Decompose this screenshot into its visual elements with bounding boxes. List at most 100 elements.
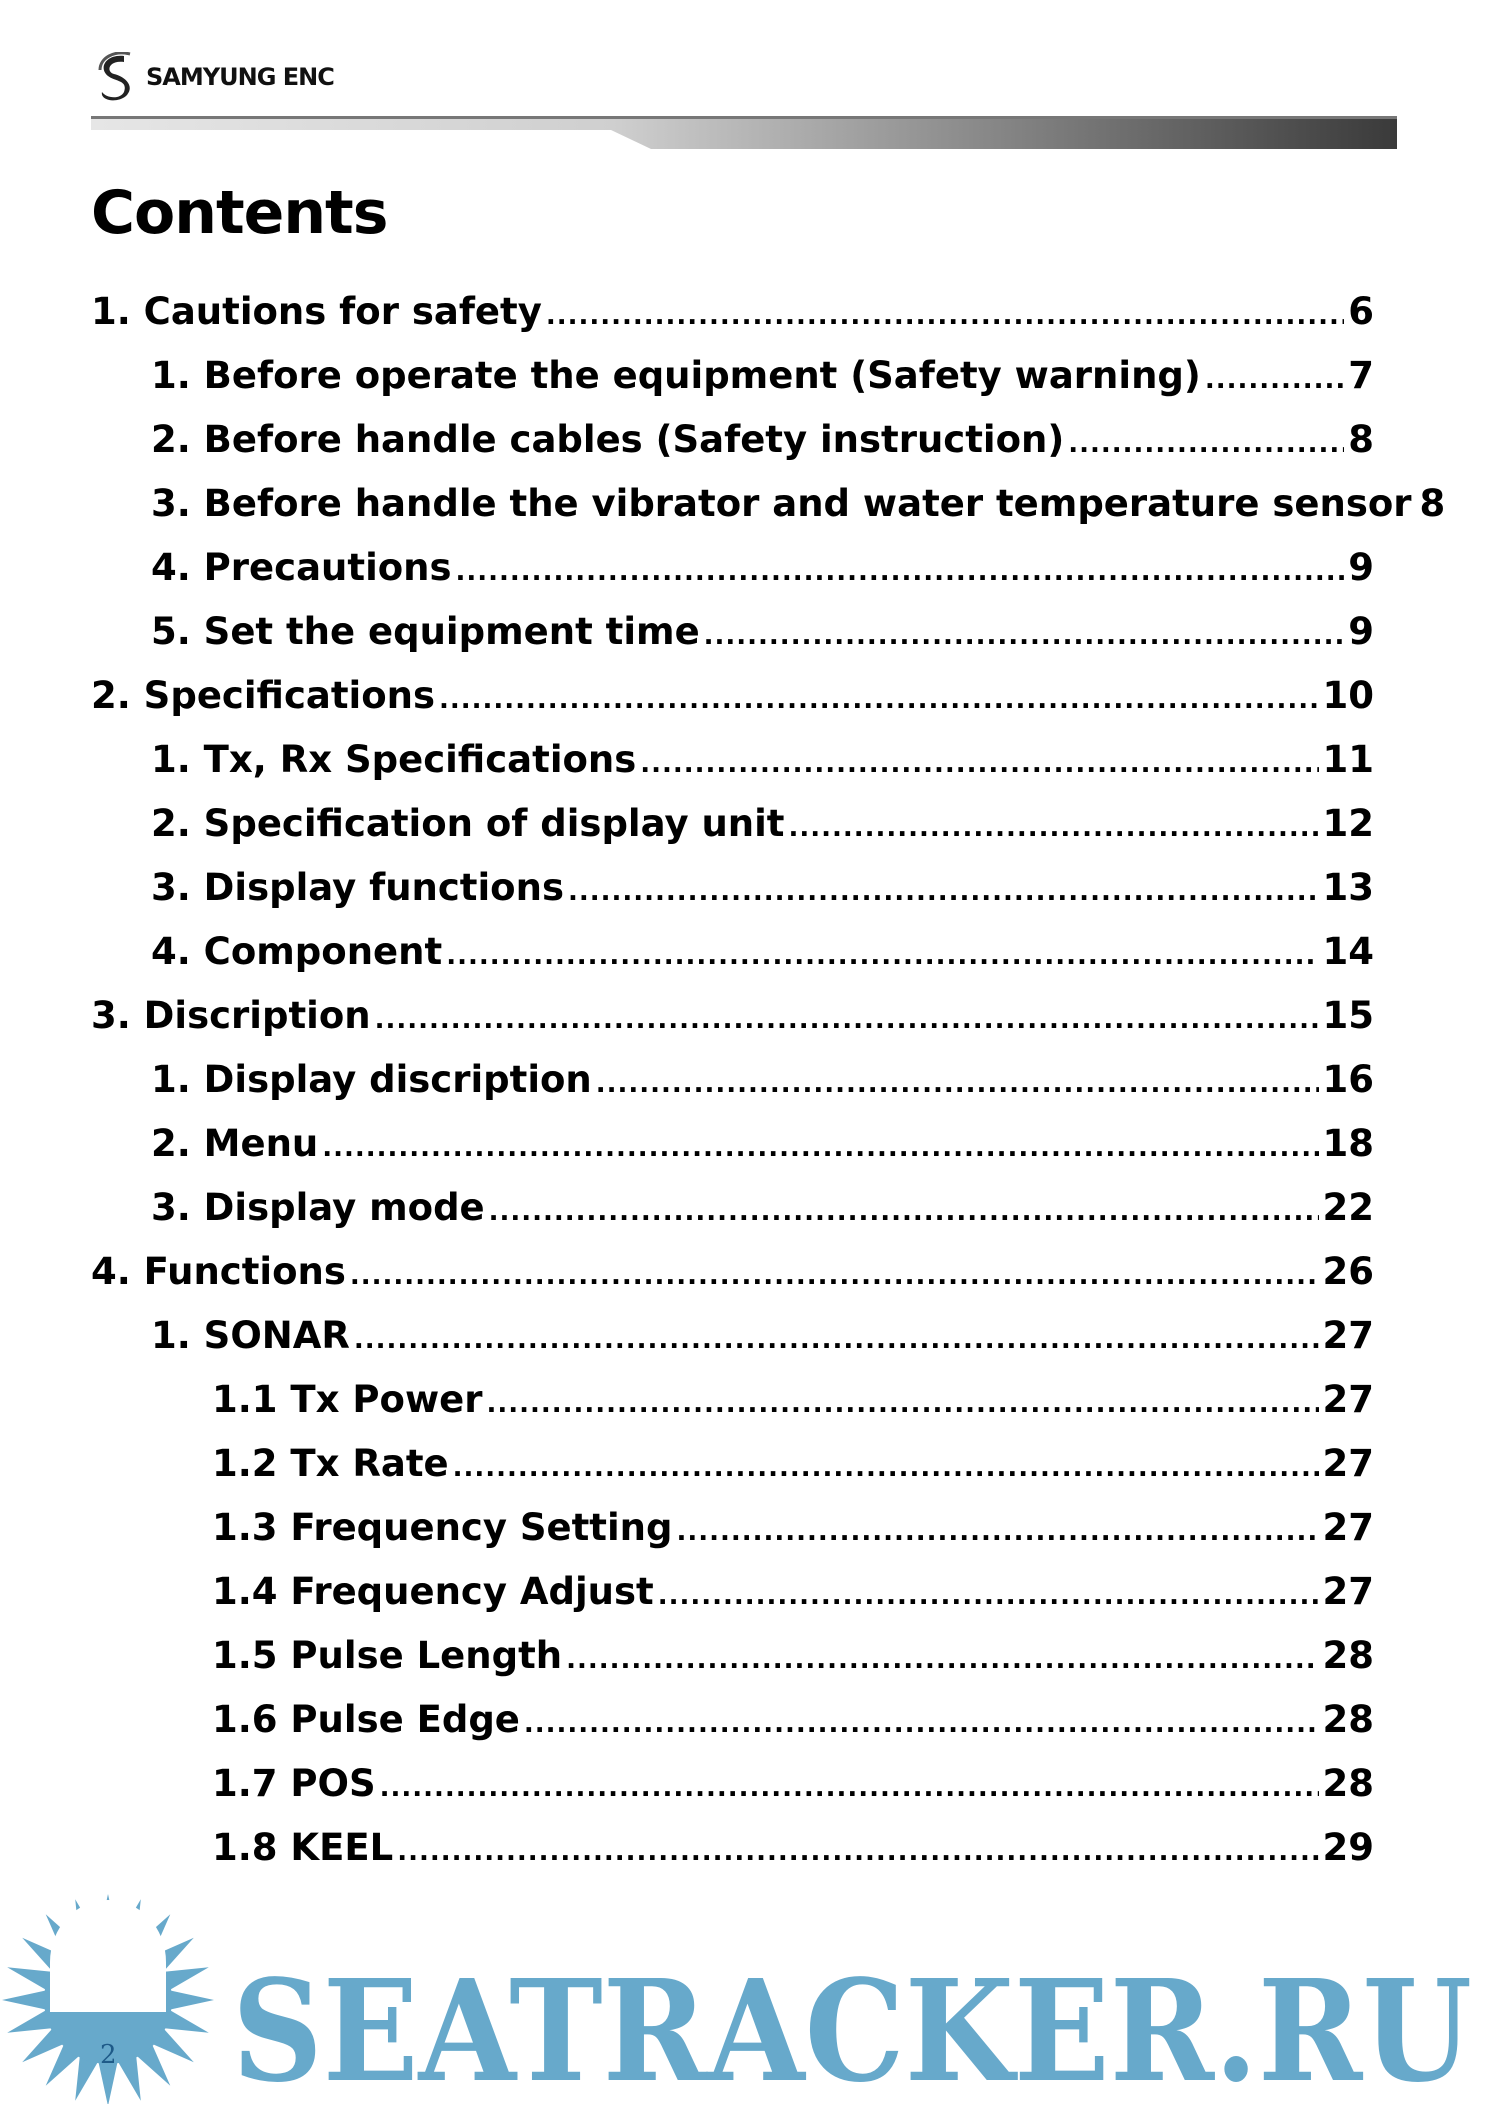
toc-entry-label: 1.6 Pulse Edge bbox=[212, 1698, 520, 1741]
dot-leader bbox=[677, 1517, 1319, 1547]
toc-entry[interactable]: 1.1 Tx Power 27 bbox=[91, 1378, 1374, 1442]
dot-leader bbox=[789, 813, 1319, 843]
toc-entry[interactable]: 1. Before operate the equipment (Safety … bbox=[91, 354, 1374, 418]
dot-leader bbox=[546, 301, 1344, 331]
dot-leader bbox=[354, 1325, 1319, 1355]
dot-leader bbox=[1068, 429, 1344, 459]
toc-entry-page: 27 bbox=[1322, 1506, 1375, 1549]
toc-entry-page: 9 bbox=[1348, 610, 1374, 653]
toc-entry[interactable]: 1.3 Frequency Setting 27 bbox=[91, 1506, 1374, 1570]
toc-entry-label: 1.4 Frequency Adjust bbox=[212, 1570, 654, 1613]
toc-entry-label: 4. Component bbox=[151, 930, 443, 973]
sun-rays bbox=[2, 1894, 214, 2104]
toc-entry[interactable]: 3. Display functions 13 bbox=[91, 866, 1374, 930]
toc-entry-page: 27 bbox=[1322, 1442, 1375, 1485]
toc-entry[interactable]: 1.5 Pulse Length 28 bbox=[91, 1634, 1374, 1698]
watermark-text: SEATRACKER.RU bbox=[232, 1950, 1472, 2104]
dot-leader bbox=[375, 1005, 1319, 1035]
toc-entry-page: 28 bbox=[1322, 1634, 1375, 1677]
dot-leader bbox=[397, 1837, 1318, 1867]
dot-leader bbox=[568, 877, 1319, 907]
brand-name: SAMYUNG ENC bbox=[146, 63, 335, 91]
toc-entry-label: 1. Before operate the equipment (Safety … bbox=[151, 354, 1201, 397]
toc-entry-label: 1. Display discription bbox=[151, 1058, 592, 1101]
toc-entry-label: 1.2 Tx Rate bbox=[212, 1442, 449, 1485]
toc-entry[interactable]: 5. Set the equipment time 9 bbox=[91, 610, 1374, 674]
toc-entry-label: 5. Set the equipment time bbox=[151, 610, 700, 653]
dot-leader bbox=[566, 1645, 1318, 1675]
toc-entry[interactable]: 1. SONAR 27 bbox=[91, 1314, 1374, 1378]
toc-entry-label: 3. Display mode bbox=[151, 1186, 485, 1229]
dot-leader bbox=[453, 1453, 1319, 1483]
toc-entry[interactable]: 4. Functions 26 bbox=[91, 1250, 1374, 1314]
toc-entry[interactable]: 4. Component 14 bbox=[91, 930, 1374, 994]
toc-entry-label: 2. Menu bbox=[151, 1122, 319, 1165]
dot-leader bbox=[439, 685, 1318, 715]
dot-leader bbox=[322, 1133, 1318, 1163]
toc-entry[interactable]: 1.2 Tx Rate 27 bbox=[91, 1442, 1374, 1506]
toc-entry[interactable]: 3. Before handle the vibrator and water … bbox=[91, 482, 1445, 546]
toc-entry-page: 27 bbox=[1322, 1314, 1375, 1357]
toc-entry-label: 4. Precautions bbox=[151, 546, 452, 589]
toc-entry-page: 8 bbox=[1419, 482, 1446, 525]
dot-leader bbox=[350, 1261, 1319, 1291]
toc-entry[interactable]: 2. Menu 18 bbox=[91, 1122, 1374, 1186]
samyung-logo-icon bbox=[98, 52, 131, 101]
toc-entry[interactable]: 4. Precautions 9 bbox=[91, 546, 1374, 610]
toc-entry-page: 29 bbox=[1322, 1826, 1375, 1869]
toc-entry-label: 2. Before handle cables (Safety instruct… bbox=[151, 418, 1065, 461]
dot-leader bbox=[380, 1773, 1319, 1803]
toc-entry[interactable]: 1.6 Pulse Edge 28 bbox=[91, 1698, 1374, 1762]
toc-entry-page: 15 bbox=[1322, 994, 1375, 1037]
toc-entry-label: 3. Discription bbox=[91, 994, 371, 1037]
toc-entry-page: 18 bbox=[1322, 1122, 1375, 1165]
toc-entry-label: 1.1 Tx Power bbox=[212, 1378, 483, 1421]
toc-entry-page: 8 bbox=[1348, 418, 1374, 461]
toc-entry-page: 22 bbox=[1322, 1186, 1375, 1229]
dot-leader bbox=[456, 557, 1345, 587]
dot-leader bbox=[486, 1389, 1318, 1419]
toc-entry[interactable]: 1.8 KEEL 29 bbox=[91, 1826, 1374, 1890]
toc-entry-label: 1. Cautions for safety bbox=[91, 290, 542, 333]
header-bar bbox=[91, 116, 1397, 149]
toc-entry[interactable]: 3. Display mode 22 bbox=[91, 1186, 1374, 1250]
table-of-contents: 1. Cautions for safety 6 1. Before operate… bbox=[91, 290, 1445, 1890]
toc-entry-label: 2. Specification of display unit bbox=[151, 802, 785, 845]
sun-icon bbox=[2, 1894, 214, 2104]
toc-entry[interactable]: 1. Cautions for safety 6 bbox=[91, 290, 1374, 354]
dot-leader bbox=[1205, 365, 1344, 395]
toc-entry-page: 7 bbox=[1348, 354, 1374, 397]
toc-entry-page: 27 bbox=[1322, 1570, 1375, 1613]
toc-entry[interactable]: 2. Before handle cables (Safety instruct… bbox=[91, 418, 1374, 482]
toc-entry-label: 4. Functions bbox=[91, 1250, 346, 1293]
toc-entry[interactable]: 1. Display discription 16 bbox=[91, 1058, 1374, 1122]
toc-entry[interactable]: 1.4 Frequency Adjust 27 bbox=[91, 1570, 1374, 1634]
toc-entry[interactable]: 2. Specifications 10 bbox=[91, 674, 1374, 738]
toc-entry-page: 28 bbox=[1322, 1762, 1375, 1805]
brand-logo: SAMYUNG ENC bbox=[94, 52, 335, 102]
toc-entry-page: 14 bbox=[1322, 930, 1375, 973]
page-title: Contents bbox=[91, 178, 388, 248]
dot-leader bbox=[640, 749, 1318, 779]
dot-leader bbox=[524, 1709, 1319, 1739]
toc-entry-page: 11 bbox=[1322, 738, 1375, 781]
toc-entry[interactable]: 2. Specification of display unit 12 bbox=[91, 802, 1374, 866]
toc-entry-label: 2. Specifications bbox=[91, 674, 436, 717]
watermark: SEATRACKER.RU bbox=[232, 1950, 1472, 2104]
toc-entry-label: 1.7 POS bbox=[212, 1762, 376, 1805]
page-number: 2 bbox=[100, 2040, 117, 2070]
toc-entry-label: 1. SONAR bbox=[151, 1314, 350, 1357]
toc-entry[interactable]: 3. Discription 15 bbox=[91, 994, 1374, 1058]
toc-entry-label: 3. Before handle the vibrator and water … bbox=[151, 482, 1412, 525]
toc-entry[interactable]: 1. Tx, Rx Specifications 11 bbox=[91, 738, 1374, 802]
toc-entry-page: 10 bbox=[1322, 674, 1375, 717]
toc-entry-page: 26 bbox=[1322, 1250, 1375, 1293]
toc-entry-label: 1. Tx, Rx Specifications bbox=[151, 738, 637, 781]
toc-entry-page: 27 bbox=[1322, 1378, 1375, 1421]
toc-entry-page: 13 bbox=[1322, 866, 1375, 909]
toc-entry-page: 16 bbox=[1322, 1058, 1375, 1101]
toc-entry[interactable]: 1.7 POS 28 bbox=[91, 1762, 1374, 1826]
dot-leader bbox=[658, 1581, 1319, 1611]
toc-entry-label: 1.3 Frequency Setting bbox=[212, 1506, 673, 1549]
toc-entry-page: 28 bbox=[1322, 1698, 1375, 1741]
